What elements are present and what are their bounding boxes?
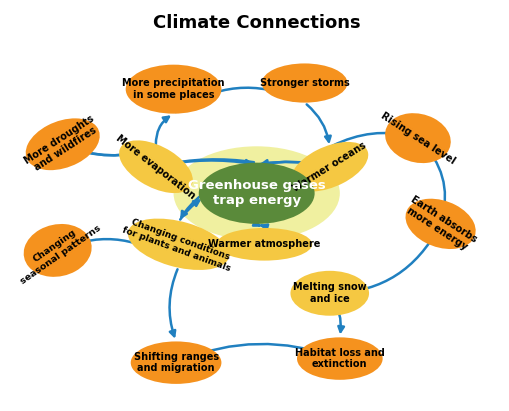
Text: Changing
seasonal patterns: Changing seasonal patterns: [13, 215, 102, 286]
Text: More precipitation
in some places: More precipitation in some places: [122, 79, 224, 100]
Ellipse shape: [199, 163, 314, 224]
Text: Changing conditions
for plants and animals: Changing conditions for plants and anima…: [121, 215, 235, 273]
Ellipse shape: [296, 337, 382, 380]
Text: Earth absorbs
more energy: Earth absorbs more energy: [402, 194, 478, 254]
Text: Habitat loss and
extinction: Habitat loss and extinction: [294, 348, 384, 369]
Text: Melting snow
and ice: Melting snow and ice: [292, 282, 366, 304]
Text: Rising sea level: Rising sea level: [378, 111, 456, 166]
Text: Warmer atmosphere: Warmer atmosphere: [208, 239, 320, 249]
Ellipse shape: [25, 118, 100, 170]
Ellipse shape: [130, 342, 221, 384]
Text: More evaporation: More evaporation: [114, 133, 197, 201]
Text: Warmer oceans: Warmer oceans: [291, 140, 367, 194]
Ellipse shape: [261, 63, 347, 103]
Text: Shifting ranges
and migration: Shifting ranges and migration: [133, 352, 218, 374]
Ellipse shape: [23, 224, 92, 277]
Ellipse shape: [290, 271, 369, 316]
Ellipse shape: [216, 228, 312, 261]
Ellipse shape: [125, 65, 221, 114]
Text: Stronger storms: Stronger storms: [259, 78, 349, 88]
Text: Climate Connections: Climate Connections: [153, 14, 360, 32]
Ellipse shape: [291, 142, 367, 192]
Ellipse shape: [119, 141, 192, 193]
Text: More droughts
and wildfires: More droughts and wildfires: [23, 113, 102, 175]
Ellipse shape: [128, 219, 229, 270]
Ellipse shape: [384, 113, 450, 163]
Ellipse shape: [173, 146, 339, 240]
Text: Greenhouse gases
trap energy: Greenhouse gases trap energy: [187, 179, 325, 207]
Ellipse shape: [405, 199, 475, 249]
